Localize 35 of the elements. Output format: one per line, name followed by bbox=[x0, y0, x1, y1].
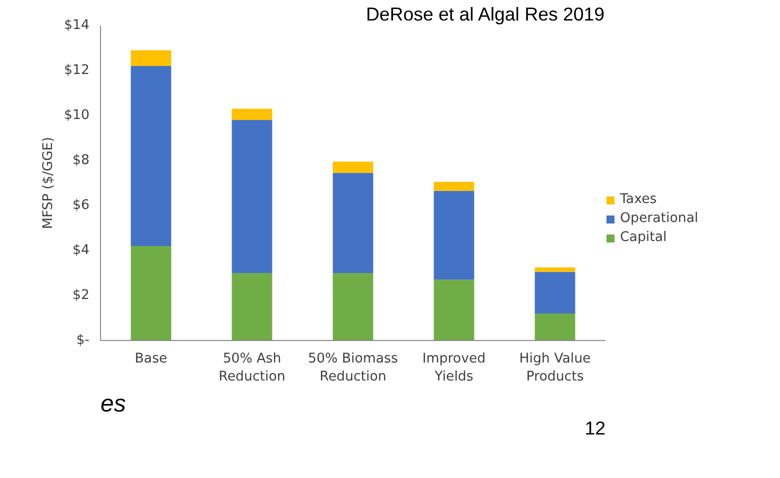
bar bbox=[434, 190, 474, 280]
bar bbox=[232, 273, 272, 340]
y-tick-label: $4 bbox=[72, 243, 90, 258]
x-tick-label: 50% Ash Reduction bbox=[218, 352, 286, 384]
y-tick-label: $2 bbox=[72, 288, 90, 303]
y-tick-label: $6 bbox=[72, 198, 90, 213]
y-tick-label: $12 bbox=[64, 63, 90, 78]
bar bbox=[534, 314, 576, 340]
legend-label: Taxes bbox=[620, 192, 657, 207]
text: 12 bbox=[584, 418, 606, 438]
bar bbox=[332, 172, 374, 273]
bar bbox=[332, 162, 374, 173]
x-tick-label: High Value Products bbox=[519, 352, 591, 384]
text: DeRose et al Algal Res 2019 bbox=[366, 4, 604, 24]
text: es bbox=[100, 390, 126, 418]
bar bbox=[434, 182, 474, 191]
bar bbox=[232, 120, 272, 273]
legend-label: Capital bbox=[620, 230, 667, 245]
x-tick-label: 50% Biomass Reduction bbox=[308, 352, 398, 384]
bar bbox=[130, 66, 172, 246]
bar bbox=[434, 280, 474, 340]
legend-label: Operational bbox=[620, 211, 698, 226]
y-tick-label: $14 bbox=[64, 18, 90, 33]
x-tick-label: Base bbox=[134, 352, 168, 366]
bar bbox=[130, 246, 172, 340]
y-tick-label: $8 bbox=[72, 153, 90, 168]
bar bbox=[130, 50, 172, 66]
y-tick-label: $- bbox=[76, 333, 90, 348]
bar bbox=[534, 267, 576, 272]
bar bbox=[332, 273, 374, 340]
y-tick-label: $10 bbox=[64, 108, 90, 123]
bar bbox=[232, 108, 272, 120]
x-tick-label: Improved Yields bbox=[422, 352, 486, 384]
y-axis-title: MFSP ($/GGE) bbox=[41, 136, 56, 230]
bar bbox=[534, 272, 576, 314]
